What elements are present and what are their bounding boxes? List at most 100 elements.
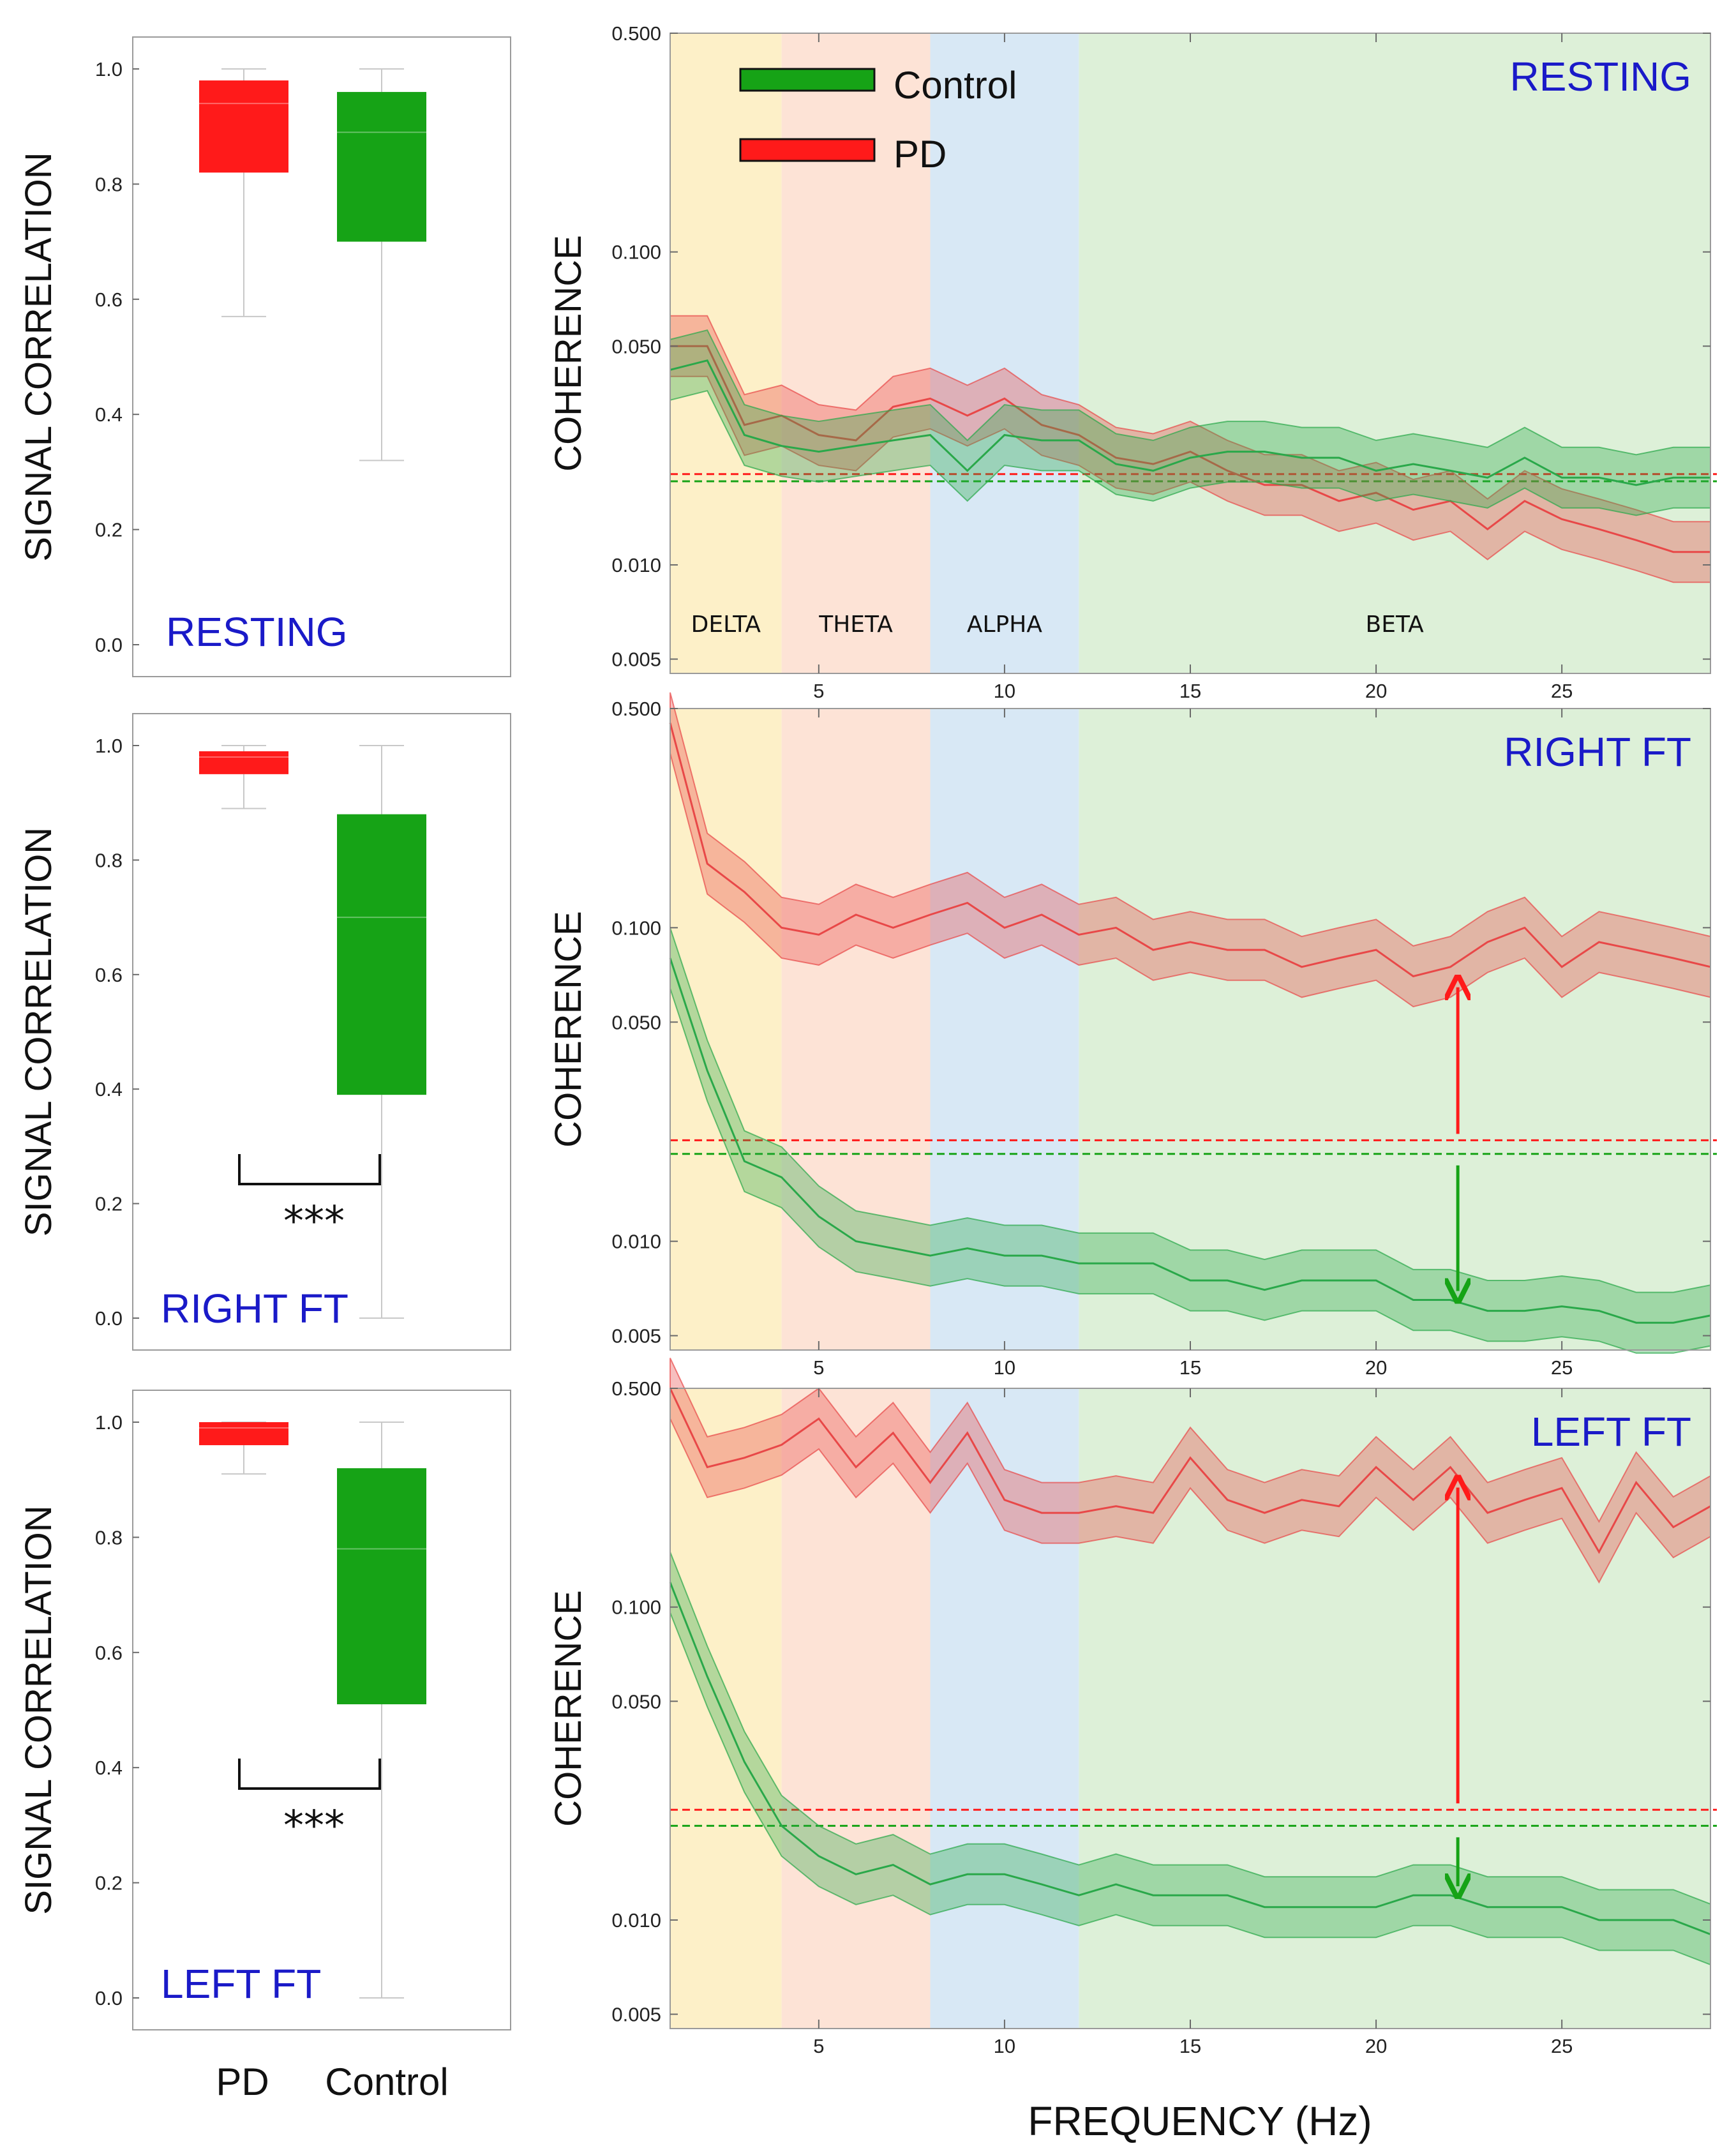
legend-control-swatch [739,68,876,92]
x-tick-label: 15 [1179,680,1201,702]
condition-label: RESTING [166,609,347,655]
y-tick-label: 0.6 [95,1642,123,1664]
pd-box [199,1422,288,1446]
y-axis-label: SIGNAL CORRELATION [18,152,59,561]
band-delta [670,709,782,1350]
y-tick-label: 0.4 [95,1757,123,1779]
band-beta [1079,1388,1710,2029]
band-label-delta: DELTA [691,612,761,638]
x-tick-label: 25 [1551,1356,1573,1379]
y-tick-label: 0.500 [611,22,661,45]
band-label-alpha: ALPHA [967,612,1042,638]
band-beta [1079,709,1710,1350]
significance-bracket [238,1759,381,1790]
box-axes-frame [132,713,511,1351]
control-coherence-line [669,957,1711,1324]
y-tick-label: 0.4 [95,403,123,426]
band-alpha [930,1388,1079,2029]
condition-label: RIGHT FT [161,1286,348,1332]
legend-control-label: Control [894,64,1017,107]
y-tick-label: 0.2 [95,519,123,541]
y-tick-label: 0.005 [611,2004,661,2026]
condition-label: RESTING [1510,54,1691,100]
box-axes-frame [132,1390,511,2030]
x-tick-label: 5 [813,680,824,702]
band-alpha [930,709,1079,1350]
y-tick-label: 0.4 [95,1078,123,1100]
condition-label: LEFT FT [161,1961,321,2007]
y-tick-label: 0.050 [611,1011,661,1033]
x-tick-label: 10 [994,680,1015,702]
y-axis-label: COHERENCE [548,911,589,1148]
x-tick-label: 20 [1365,1356,1387,1379]
y-axis-label: SIGNAL CORRELATION [18,827,59,1236]
y-tick-label: 1.0 [95,735,123,757]
control-box [337,814,426,1095]
coherence-panel-right-ft-coherence: 0.005 0.010 0.050 0.100 0.500 5 10 15 20 25 COHERE… [548,692,1717,1379]
y-tick-label: 0.8 [95,1526,123,1549]
y-tick-label: 0.050 [611,1690,661,1713]
y-tick-label: 0.6 [95,964,123,986]
box-plot-panels: 0.0 0.2 0.4 0.6 0.8 1.0 SIGNAL CORRELATION REST… [18,36,511,2030]
y-tick-label: 1.0 [95,1411,123,1434]
y-tick-label: 0.005 [611,649,661,671]
band-beta [1079,33,1710,673]
band-delta [670,1388,782,2029]
condition-label: LEFT FT [1531,1409,1691,1455]
y-tick-label: 0.8 [95,173,123,195]
pd-coherence-line [669,1388,1711,1554]
x-tick-label: 20 [1365,680,1387,702]
y-tick-label: 0.100 [611,917,661,939]
y-tick-label: 0.005 [611,1325,661,1347]
band-theta [781,1388,931,2029]
band-alpha [930,33,1079,673]
y-tick-label: 0.8 [95,849,123,871]
y-tick-label: 0.0 [95,1307,123,1330]
control-coherence-line [670,359,1710,486]
x-tick-label: 10 [994,2035,1015,2057]
band-label-beta: BETA [1366,612,1425,638]
band-theta [781,33,931,673]
x-tick-label: 5 [813,2035,824,2057]
y-tick-label: 0.500 [611,698,661,720]
significance-stars: *** [283,1803,345,1850]
control-coherence-line [669,1582,1711,1935]
y-tick-label: 0.010 [611,1231,661,1253]
control-box [337,1468,426,1704]
legend-pd-swatch [739,138,876,162]
coherence-panels: DELTA THETA ALPHA BETA0.0050.0100.0500.1000… [548,22,1717,2057]
y-tick-label: 0.010 [611,554,661,576]
y-tick-label: 0.500 [611,1377,661,1400]
y-axis-label: COHERENCE [548,1590,589,1827]
pd-coherence-line [669,723,1711,978]
x-axis-label: FREQUENCY (Hz) [1028,2098,1372,2144]
box-panel-resting-correlation: 0.0 0.2 0.4 0.6 0.8 1.0 SIGNAL CORRELATION REST… [18,36,511,677]
significance-bracket [238,1154,381,1185]
x-tick-label: 25 [1551,2035,1573,2057]
y-tick-label: 0.2 [95,1193,123,1215]
legend-pd-label: PD [894,133,947,176]
y-axis-label: SIGNAL CORRELATION [18,1505,59,1914]
y-tick-label: 1.0 [95,58,123,80]
x-tick-label: 20 [1365,2035,1387,2057]
x-tick-label: 15 [1179,2035,1201,2057]
coherence-panel-resting-coherence: DELTA THETA ALPHA BETA 0.005 0.010 0.050 0.100 0… [548,22,1717,702]
y-tick-label: 0.050 [611,335,661,357]
x-tick-label: 10 [994,1356,1015,1379]
x-tick-label: 5 [813,1356,824,1379]
band-theta [781,709,931,1350]
y-tick-label: 0.2 [95,1872,123,1895]
y-axis-label: COHERENCE [548,235,589,472]
legend: Control PD [739,64,1017,176]
band-label-theta: THETA [818,612,893,638]
box-panel-right-ft-correlation: 0.0 0.2 0.4 0.6 0.8 1.0 SIGNAL CORRELATION RIGH… [18,713,511,1351]
y-tick-label: 0.010 [611,1909,661,1932]
coherence-panel-left-ft-coherence: 0.005 0.010 0.050 0.100 0.500 5 10 15 20 25 COHERE… [548,1358,1717,2057]
box-axes-frame [132,36,511,677]
box-category-control: Control [325,2060,448,2103]
pd-coherence-line [670,345,1710,553]
x-tick-label: 15 [1179,1356,1201,1379]
pd-box [199,751,288,774]
significance-stars: *** [283,1198,345,1245]
